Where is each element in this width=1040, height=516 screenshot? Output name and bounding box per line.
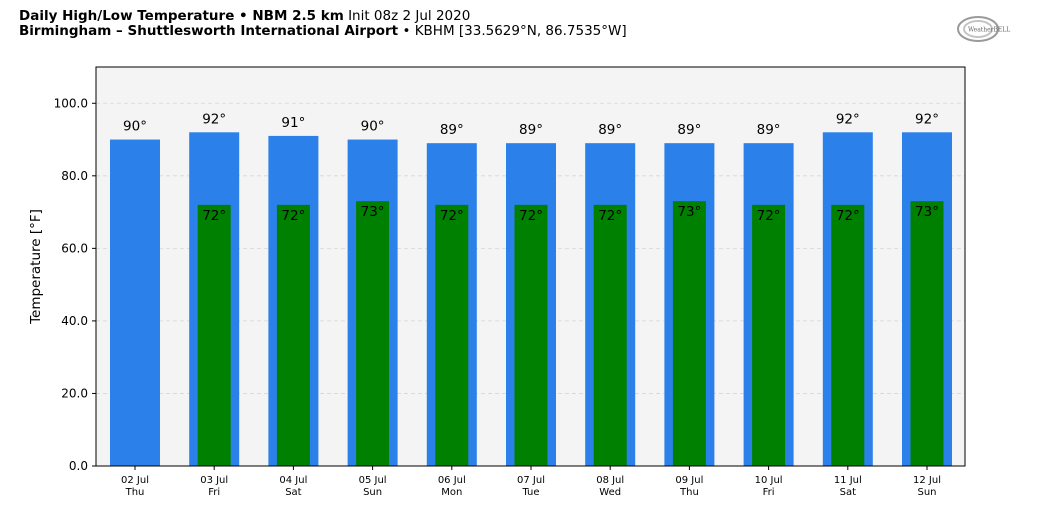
high-temp-label: 89° [598, 122, 622, 138]
y-tick-label: 80.0 [61, 169, 88, 183]
x-tick-date: 09 Jul [675, 475, 703, 486]
bars [110, 132, 952, 467]
x-tick-weekday: Thu [125, 487, 145, 498]
title-line: Daily High/Low Temperature • NBM 2.5 km … [19, 9, 627, 24]
x-tick-date: 04 Jul [279, 475, 307, 486]
low-temp-bar [356, 201, 390, 466]
x-tick-weekday: Sat [285, 487, 301, 498]
x-tick-date: 11 Jul [834, 475, 862, 486]
low-temp-bar [672, 201, 706, 466]
high-temp-label: 92° [202, 111, 226, 127]
y-tick-label: 60.0 [61, 241, 88, 255]
high-temp-label: 89° [757, 122, 781, 138]
logo-text: WeatherBELL [968, 27, 1010, 34]
low-temp-label: 73° [677, 204, 701, 220]
weatherbell-logo: WeatherBELL [956, 14, 1018, 44]
value-labels: 90° 92° 72° 91° 72° 90° 73° 89° 72° 89° 72° 89° 72° 8… [123, 111, 939, 224]
x-tick-weekday: Fri [208, 487, 220, 498]
low-temp-bar [197, 204, 231, 466]
x-tick-date: 02 Jul [121, 475, 149, 486]
high-temp-label: 89° [677, 122, 701, 138]
x-tick-weekday: Wed [599, 487, 621, 498]
low-temp-label: 72° [757, 208, 781, 224]
low-temp-bar [752, 204, 786, 466]
location-name: Birmingham – Shuttlesworth International… [19, 23, 399, 39]
x-tick-weekday: Mon [441, 487, 462, 498]
x-tick-weekday: Sat [840, 487, 856, 498]
low-temp-bar [831, 204, 865, 466]
x-tick-date: 07 Jul [517, 475, 545, 486]
low-temp-label: 72° [836, 208, 860, 224]
low-temp-bar [435, 204, 469, 466]
low-temp-label: 73° [915, 204, 939, 220]
x-tick-weekday: Fri [763, 487, 775, 498]
x-tick-weekday: Tue [521, 487, 539, 498]
x-tick-date: 08 Jul [596, 475, 624, 486]
low-temp-label: 73° [361, 204, 385, 220]
high-temp-label: 91° [281, 115, 305, 131]
x-tick-date: 05 Jul [359, 475, 387, 486]
high-temp-label: 89° [440, 122, 464, 138]
x-tick-date: 03 Jul [200, 475, 228, 486]
init-time: Init 08z 2 Jul 2020 [348, 8, 471, 24]
y-axis-label: Temperature [°F] [28, 209, 44, 325]
x-tick-weekday: Sun [917, 487, 936, 498]
low-temp-label: 72° [440, 208, 464, 224]
y-tick-label: 0.0 [69, 459, 88, 473]
high-temp-label: 92° [915, 111, 939, 127]
low-temp-label: 72° [281, 208, 305, 224]
low-temp-bar [593, 204, 627, 466]
low-temp-bar [276, 204, 310, 466]
location-detail: • KBHM [33.5629°N, 86.7535°W] [402, 23, 627, 39]
x-tick-date: 10 Jul [755, 475, 783, 486]
high-temp-label: 89° [519, 122, 543, 138]
chart-header: Daily High/Low Temperature • NBM 2.5 km … [19, 9, 627, 39]
low-temp-bar [910, 201, 944, 466]
y-tick-label: 40.0 [61, 314, 88, 328]
low-temp-bar [514, 204, 548, 466]
high-temp-bar [110, 139, 160, 466]
location-line: Birmingham – Shuttlesworth International… [19, 24, 627, 39]
low-temp-label: 72° [598, 208, 622, 224]
y-tick-label: 100.0 [54, 96, 88, 110]
x-tick-date: 06 Jul [438, 475, 466, 486]
x-tick-weekday: Thu [679, 487, 699, 498]
x-tick-date: 12 Jul [913, 475, 941, 486]
low-temp-label: 72° [519, 208, 543, 224]
high-temp-label: 90° [123, 119, 147, 135]
low-temp-label: 72° [202, 208, 226, 224]
high-temp-label: 92° [836, 111, 860, 127]
high-temp-label: 90° [361, 119, 385, 135]
chart-title: Daily High/Low Temperature • NBM 2.5 km [19, 8, 344, 24]
x-tick-weekday: Sun [363, 487, 382, 498]
y-tick-label: 20.0 [61, 386, 88, 400]
